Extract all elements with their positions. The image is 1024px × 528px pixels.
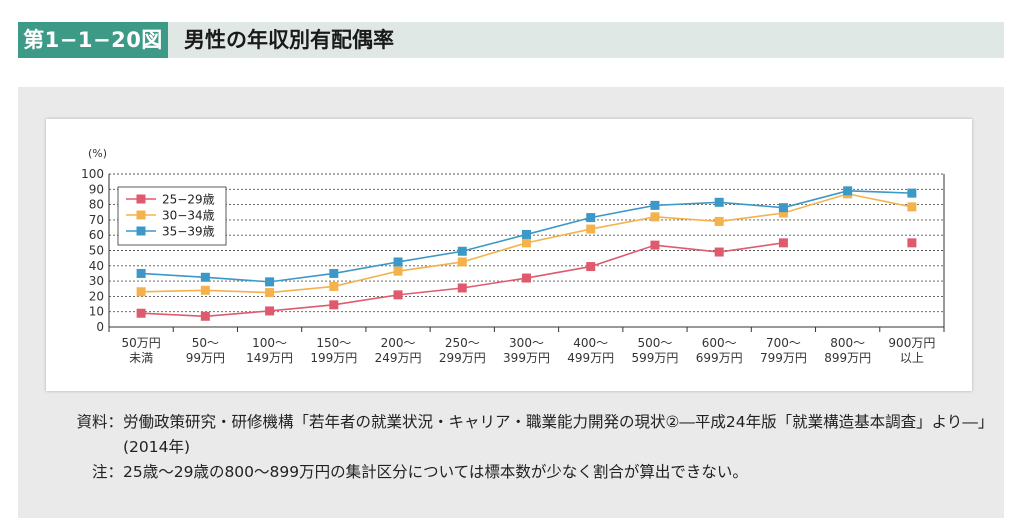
data-point-marker <box>714 216 724 226</box>
x-tick-label: 500〜 <box>638 336 673 350</box>
data-point-marker <box>650 200 660 210</box>
data-point-marker <box>522 273 531 283</box>
x-tick-label: 399万円 <box>503 351 550 365</box>
data-point-marker <box>265 306 275 316</box>
legend-marker <box>136 194 146 204</box>
data-point-marker <box>457 246 467 256</box>
data-point-marker <box>457 257 467 267</box>
data-point-marker <box>907 188 917 198</box>
data-point-marker <box>329 268 339 278</box>
x-tick-label: 149万円 <box>246 351 293 365</box>
x-tick-label: 600〜 <box>702 336 737 350</box>
x-tick-label: 799万円 <box>760 351 807 365</box>
legend-label: 25−29歳 <box>162 193 215 207</box>
data-point-marker <box>650 212 660 222</box>
y-tick-label: 80 <box>89 198 104 212</box>
figure-header: 第1−1−20図 男性の年収別有配偶率 <box>18 22 1004 58</box>
legend-marker <box>136 210 146 220</box>
data-point-marker <box>457 283 467 293</box>
data-point-marker <box>907 238 917 248</box>
data-point-marker <box>714 197 724 207</box>
x-tick-label: 50〜 <box>192 336 219 350</box>
source-label: 資料： <box>76 413 123 431</box>
footnote: 注： 25歳〜29歳の800〜899万円の集計区分については標本数が少なく割合が… <box>50 460 990 485</box>
legend-label: 30−34歳 <box>162 209 215 223</box>
data-point-marker <box>200 285 210 295</box>
x-tick-label: 299万円 <box>439 351 486 365</box>
data-point-marker <box>714 247 724 257</box>
x-tick-label: 200〜 <box>381 336 416 350</box>
x-tick-label: 499万円 <box>567 351 614 365</box>
x-tick-label: 249万円 <box>375 351 422 365</box>
data-point-marker <box>778 238 788 248</box>
x-tick-label: 未満 <box>129 351 153 365</box>
y-tick-label: 60 <box>89 228 104 242</box>
data-point-marker <box>393 290 403 300</box>
x-tick-label: 以上 <box>900 351 924 365</box>
data-point-marker <box>136 308 146 318</box>
data-point-marker <box>778 203 788 213</box>
data-point-marker <box>778 208 788 218</box>
footnote-label: 注： <box>91 463 123 481</box>
data-point-marker <box>329 281 339 291</box>
y-tick-label: 50 <box>89 244 104 258</box>
x-tick-label: 99万円 <box>186 351 225 365</box>
data-point-marker <box>136 287 146 297</box>
y-tick-label: 100 <box>81 167 104 181</box>
data-point-marker <box>200 311 210 321</box>
x-tick-label: 400〜 <box>573 336 608 350</box>
legend-marker <box>136 226 146 236</box>
x-tick-label: 800〜 <box>830 336 865 350</box>
x-tick-label: 900万円 <box>888 336 935 350</box>
data-point-marker <box>393 257 403 267</box>
data-point-marker <box>265 288 275 298</box>
chart-container: (%) 0 10 20 30 40 50 60 70 80 90 100 50万円 未満 50〜 99万円 10… <box>46 119 972 391</box>
legend-box <box>117 186 227 246</box>
x-tick-label: 700〜 <box>766 336 801 350</box>
data-point-marker <box>586 213 596 223</box>
y-axis-unit-label: (%) <box>88 147 107 160</box>
data-point-marker <box>650 240 660 250</box>
source-note: 資料： 労働政策研究・研修機構「若年者の就業状況・キャリア・職業能力開発の現状②… <box>50 410 990 460</box>
x-tick-label: 899万円 <box>824 351 871 365</box>
y-tick-label: 40 <box>89 259 104 273</box>
x-tick-label: 300〜 <box>509 336 544 350</box>
x-tick-label: 100〜 <box>252 336 287 350</box>
y-tick-label: 10 <box>89 305 104 319</box>
y-tick-label: 0 <box>96 320 104 334</box>
data-point-marker <box>329 300 339 310</box>
legend-label: 35−39歳 <box>162 225 215 239</box>
data-point-marker <box>586 224 596 234</box>
y-tick-label: 20 <box>89 289 104 303</box>
data-point-marker <box>200 272 210 282</box>
y-tick-label: 70 <box>89 213 104 227</box>
data-point-marker <box>843 186 853 196</box>
x-tick-label: 599万円 <box>632 351 679 365</box>
x-tick-label: 699万円 <box>696 351 743 365</box>
footnote-text: 25歳〜29歳の800〜899万円の集計区分については標本数が少なく割合が算出で… <box>123 463 748 481</box>
x-tick-label: 150〜 <box>316 336 351 350</box>
figure-notes: 資料： 労働政策研究・研修機構「若年者の就業状況・キャリア・職業能力開発の現状②… <box>50 410 990 485</box>
figure-number: 第1−1−20図 <box>18 22 168 58</box>
data-point-marker <box>265 277 275 287</box>
data-point-marker <box>136 268 146 278</box>
data-point-marker <box>393 266 403 276</box>
source-text: 労働政策研究・研修機構「若年者の就業状況・キャリア・職業能力開発の現状②―平成2… <box>123 413 986 456</box>
data-point-marker <box>907 202 917 212</box>
data-point-marker <box>522 229 531 239</box>
figure-title: 男性の年収別有配偶率 <box>184 28 394 52</box>
y-tick-label: 90 <box>89 182 104 196</box>
y-tick-label: 30 <box>89 274 104 288</box>
x-tick-label: 199万円 <box>310 351 357 365</box>
data-point-marker <box>522 238 531 248</box>
data-point-marker <box>586 262 596 272</box>
x-tick-label: 50万円 <box>121 336 160 350</box>
x-tick-label: 250〜 <box>445 336 480 350</box>
